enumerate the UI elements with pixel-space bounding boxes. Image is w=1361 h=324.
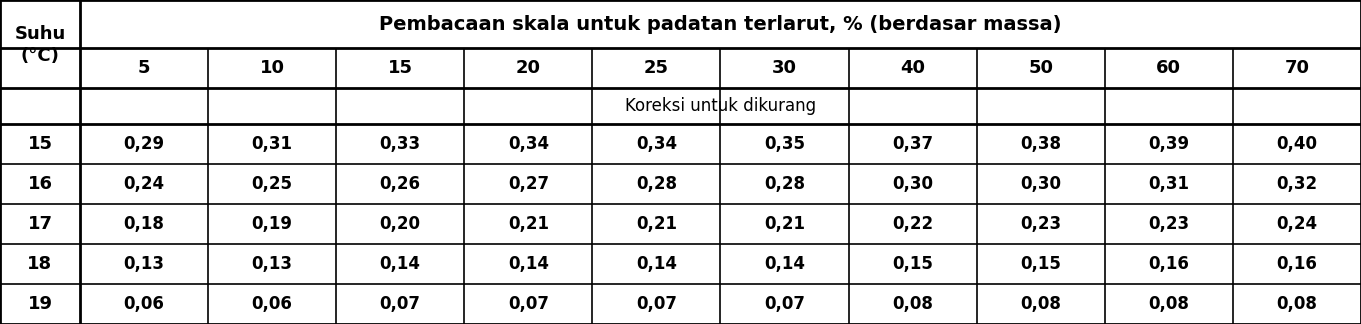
Text: 0,26: 0,26 xyxy=(380,175,421,193)
Text: Koreksi untuk dikurang: Koreksi untuk dikurang xyxy=(625,97,817,115)
Text: 0,06: 0,06 xyxy=(252,295,293,313)
Text: 0,28: 0,28 xyxy=(764,175,806,193)
Text: 0,31: 0,31 xyxy=(252,135,293,153)
Text: 18: 18 xyxy=(27,255,53,273)
Text: 16: 16 xyxy=(27,175,53,193)
Text: 0,24: 0,24 xyxy=(1277,215,1317,233)
Text: 0,24: 0,24 xyxy=(124,175,165,193)
Text: 0,34: 0,34 xyxy=(636,135,676,153)
Text: 0,14: 0,14 xyxy=(380,255,421,273)
Text: Suhu: Suhu xyxy=(15,25,65,43)
Text: 0,29: 0,29 xyxy=(124,135,165,153)
Text: 60: 60 xyxy=(1157,59,1181,77)
Text: 0,25: 0,25 xyxy=(252,175,293,193)
Text: 0,32: 0,32 xyxy=(1277,175,1317,193)
Text: 0,40: 0,40 xyxy=(1277,135,1317,153)
Text: 0,16: 0,16 xyxy=(1277,255,1317,273)
Text: 40: 40 xyxy=(900,59,925,77)
Text: 0,14: 0,14 xyxy=(508,255,548,273)
Text: 0,31: 0,31 xyxy=(1149,175,1190,193)
Text: 0,20: 0,20 xyxy=(380,215,421,233)
Text: 0,07: 0,07 xyxy=(508,295,548,313)
Text: (°C): (°C) xyxy=(20,47,60,65)
Text: 0,22: 0,22 xyxy=(891,215,934,233)
Text: Pembacaan skala untuk padatan terlarut, % (berdasar massa): Pembacaan skala untuk padatan terlarut, … xyxy=(380,15,1062,33)
Text: 0,13: 0,13 xyxy=(252,255,293,273)
Text: 0,07: 0,07 xyxy=(764,295,806,313)
Text: 0,14: 0,14 xyxy=(764,255,806,273)
Text: 19: 19 xyxy=(27,295,53,313)
Text: 0,23: 0,23 xyxy=(1149,215,1190,233)
Text: 0,35: 0,35 xyxy=(764,135,806,153)
Text: 50: 50 xyxy=(1029,59,1053,77)
Text: 0,39: 0,39 xyxy=(1149,135,1190,153)
Text: 0,27: 0,27 xyxy=(508,175,548,193)
Text: 30: 30 xyxy=(772,59,798,77)
Text: 0,28: 0,28 xyxy=(636,175,676,193)
Text: 0,30: 0,30 xyxy=(1021,175,1062,193)
Text: 0,07: 0,07 xyxy=(636,295,676,313)
Text: 20: 20 xyxy=(516,59,540,77)
Text: 17: 17 xyxy=(27,215,53,233)
Text: 0,38: 0,38 xyxy=(1021,135,1062,153)
Text: 0,06: 0,06 xyxy=(124,295,165,313)
Text: 0,37: 0,37 xyxy=(891,135,934,153)
Text: 5: 5 xyxy=(137,59,150,77)
Text: 0,21: 0,21 xyxy=(508,215,548,233)
Text: 0,13: 0,13 xyxy=(124,255,165,273)
Text: 15: 15 xyxy=(27,135,53,153)
Text: 0,21: 0,21 xyxy=(636,215,676,233)
Text: 0,08: 0,08 xyxy=(1277,295,1317,313)
Text: 25: 25 xyxy=(644,59,670,77)
Text: 0,18: 0,18 xyxy=(124,215,165,233)
Text: 0,33: 0,33 xyxy=(380,135,421,153)
Text: 0,15: 0,15 xyxy=(1021,255,1062,273)
Text: 0,21: 0,21 xyxy=(764,215,806,233)
Text: 0,08: 0,08 xyxy=(1149,295,1190,313)
Text: 0,08: 0,08 xyxy=(1021,295,1062,313)
Text: 0,16: 0,16 xyxy=(1149,255,1190,273)
Text: 0,14: 0,14 xyxy=(636,255,676,273)
Text: 0,34: 0,34 xyxy=(508,135,548,153)
Text: 0,19: 0,19 xyxy=(252,215,293,233)
Text: 70: 70 xyxy=(1285,59,1309,77)
Text: 0,08: 0,08 xyxy=(893,295,934,313)
Text: 15: 15 xyxy=(388,59,412,77)
Text: 0,23: 0,23 xyxy=(1021,215,1062,233)
Text: 10: 10 xyxy=(260,59,284,77)
Text: 0,07: 0,07 xyxy=(380,295,421,313)
Text: 0,30: 0,30 xyxy=(893,175,934,193)
Text: 0,15: 0,15 xyxy=(893,255,934,273)
